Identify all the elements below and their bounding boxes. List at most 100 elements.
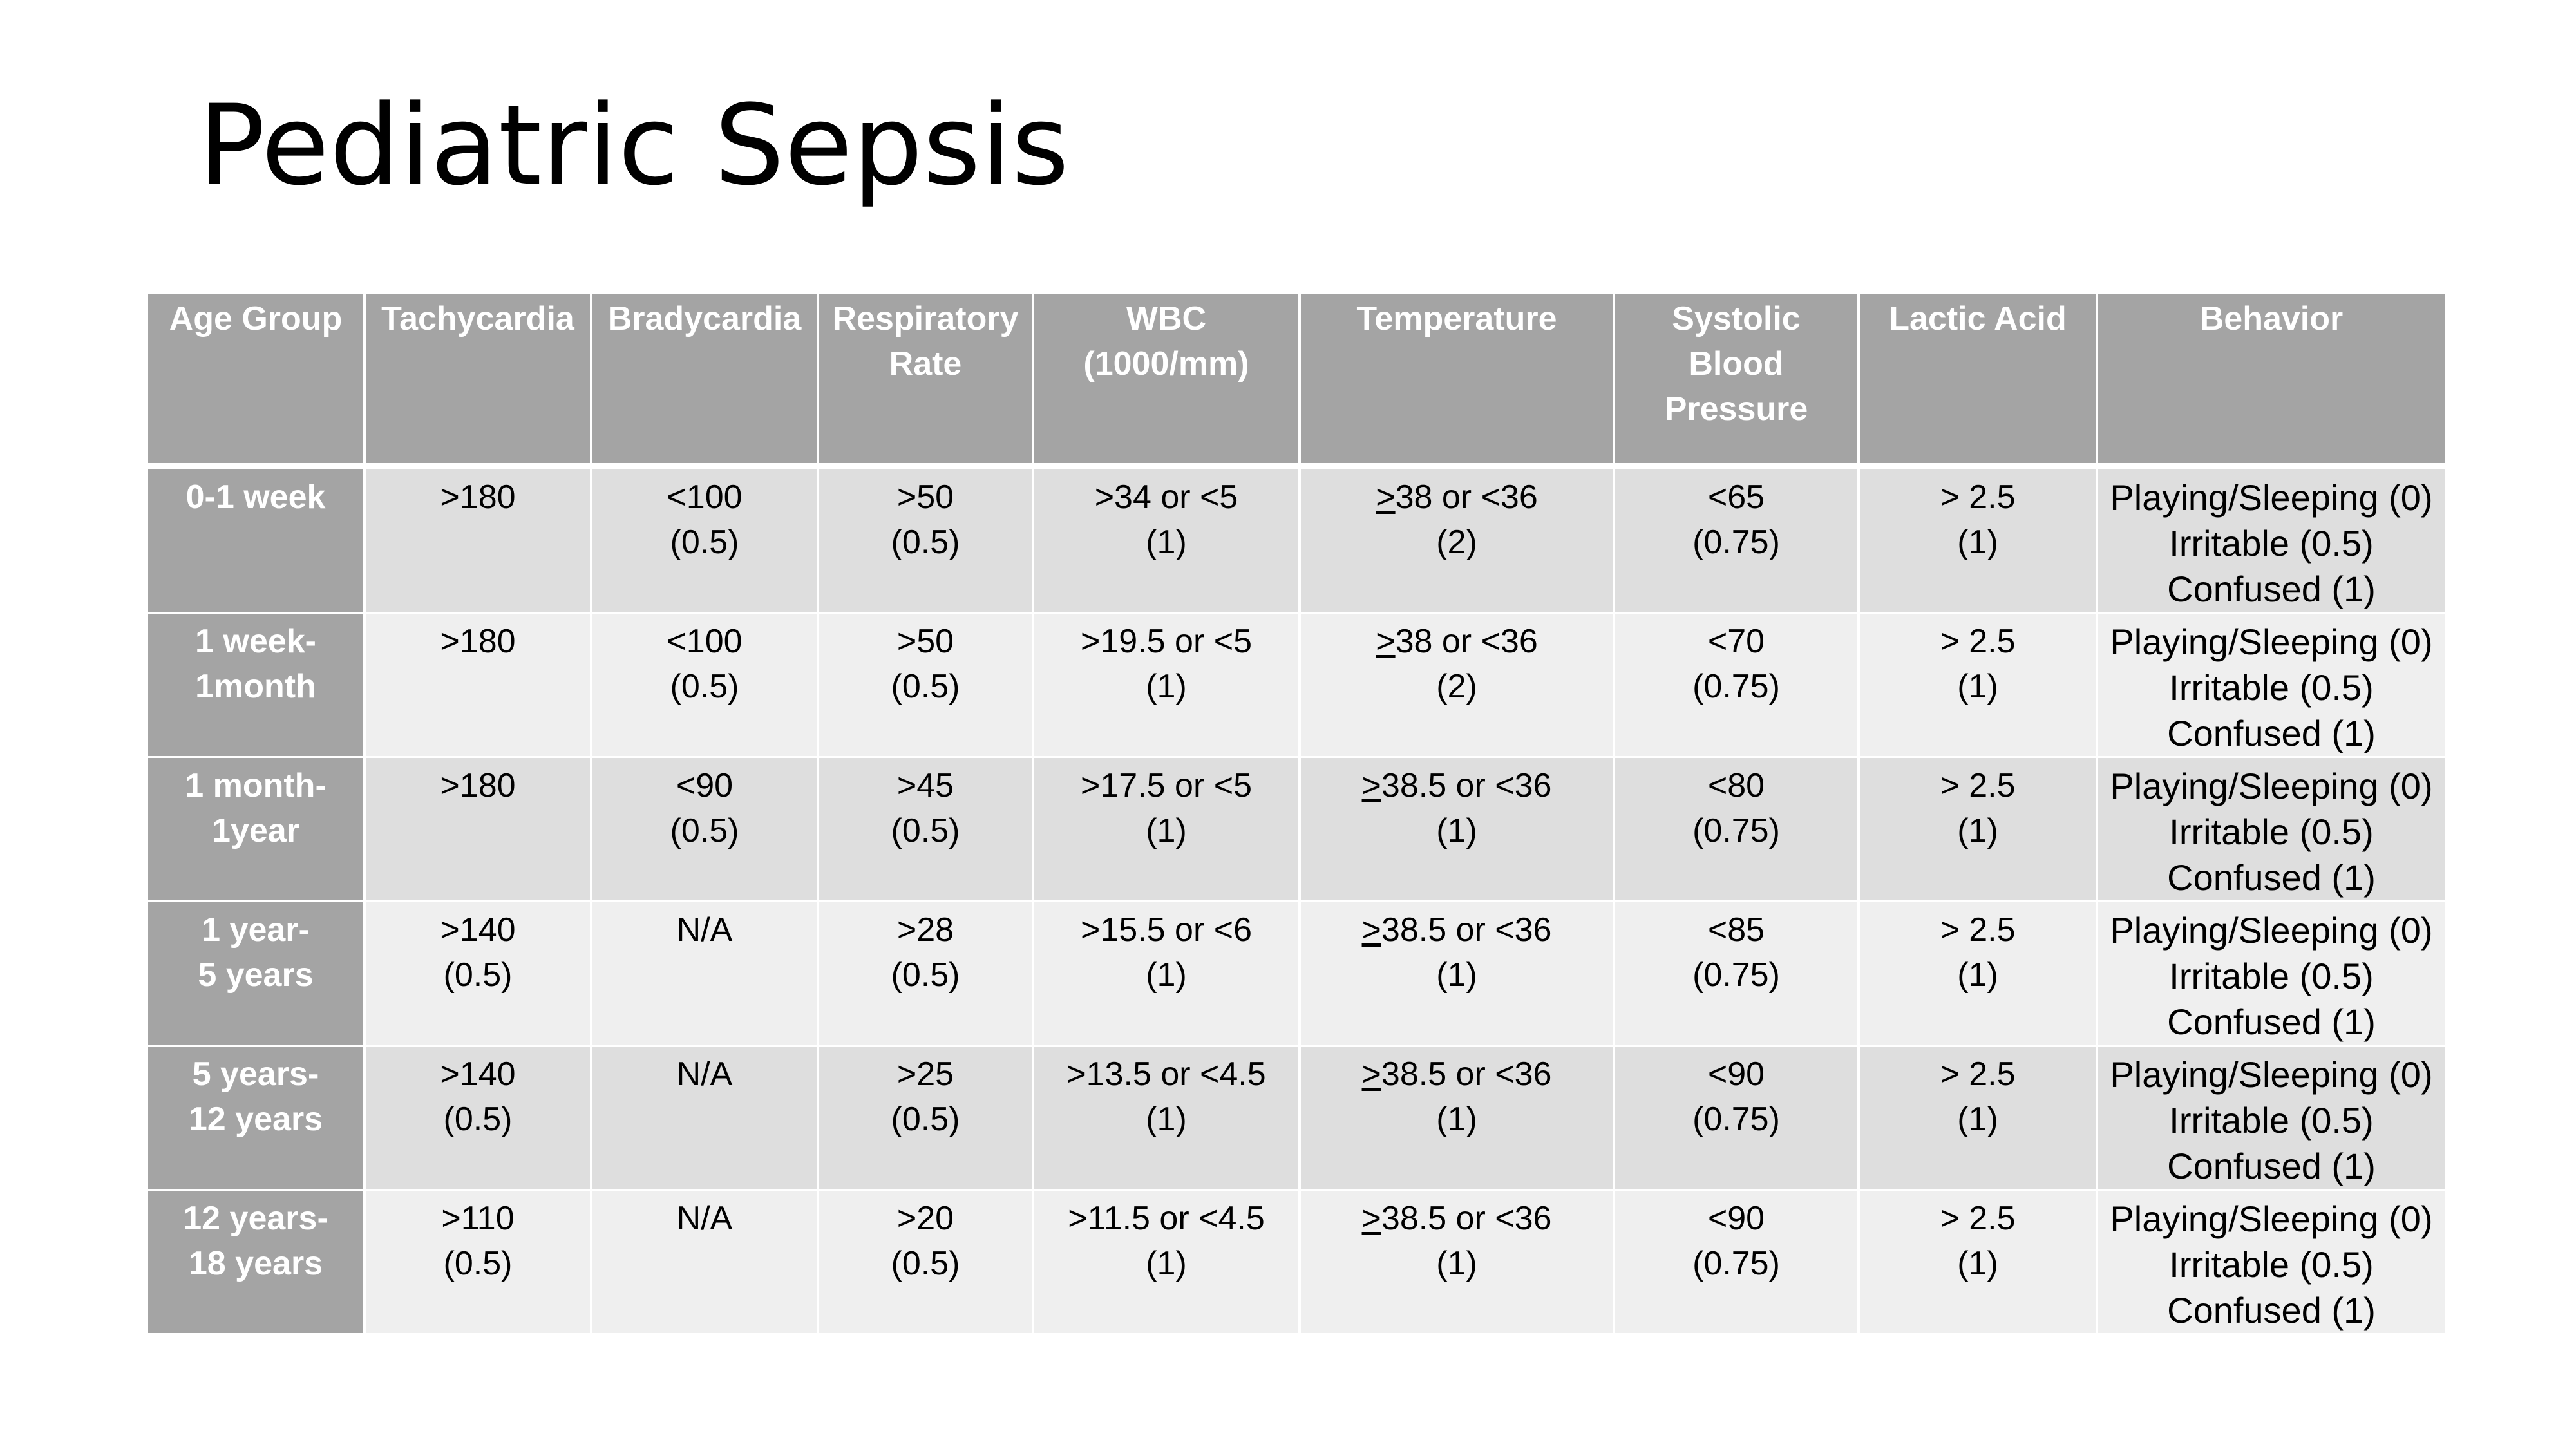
- column-header-tachycardia: Tachycardia: [365, 294, 592, 466]
- cell-line: > 2.5: [1940, 478, 2016, 516]
- table-row: 1 month- 1year >180 <90 (0.5) >45 (0.5) >17.5 o…: [148, 757, 2445, 902]
- cell-behavior: Playing/Sleeping (0) Irritable (0.5) Confu…: [2097, 612, 2445, 758]
- cell-systolic-bp: <85 (0.75): [1614, 901, 1860, 1046]
- temperature-value: 38.5 or <36: [1381, 767, 1552, 804]
- cell-line: (0.5): [891, 1245, 960, 1282]
- cell-line: >180: [440, 478, 516, 516]
- cell-line: Playing/Sleeping (0): [2110, 477, 2433, 518]
- cell-tachycardia: >180: [365, 612, 592, 758]
- cell-behavior: Playing/Sleeping (0) Irritable (0.5) Confu…: [2097, 901, 2445, 1046]
- cell-line: (1): [1146, 1245, 1187, 1282]
- cell-line: <70: [1707, 623, 1765, 660]
- cell-line: >50: [896, 478, 954, 516]
- cell-temperature: >38.5 or <36 (1): [1300, 1045, 1615, 1191]
- cell-line: Confused (1): [2167, 569, 2376, 609]
- cell-line: >34 or <5: [1094, 478, 1238, 516]
- cell-line: Playing/Sleeping (0): [2110, 1198, 2433, 1239]
- greater-equal-mark: >: [1376, 623, 1396, 660]
- cell-tachycardia: >110 (0.5): [365, 1189, 592, 1335]
- cell-line: (0.5): [443, 956, 513, 994]
- cell-line: (0.75): [1692, 1101, 1780, 1138]
- cell-line: (0.75): [1692, 524, 1780, 561]
- temperature-score: (1): [1436, 1245, 1477, 1282]
- cell-line: (1): [1146, 812, 1187, 849]
- cell-line: 5 years: [198, 956, 314, 994]
- cell-line: (0.5): [891, 812, 960, 849]
- column-header-label: Respiratory: [832, 300, 1019, 337]
- cell-line: Playing/Sleeping (0): [2110, 910, 2433, 951]
- column-header-temperature: Temperature: [1300, 294, 1615, 466]
- temperature-score: (1): [1436, 956, 1477, 994]
- column-header-respiratory-rate: Respiratory Rate: [818, 294, 1034, 466]
- cell-lactic-acid: > 2.5 (1): [1859, 463, 2098, 614]
- cell-lactic-acid: > 2.5 (1): [1859, 1045, 2098, 1191]
- table-row: 1 week- 1month >180 <100 (0.5) >50 (0.5) >19.5 …: [148, 612, 2445, 758]
- cell-line: <65: [1707, 478, 1765, 516]
- cell-line: >13.5 or <4.5: [1066, 1056, 1266, 1093]
- cell-age-group: 1 year- 5 years: [148, 901, 366, 1046]
- table-row: 1 year- 5 years >140 (0.5) N/A >28 (0.5) >15.5 …: [148, 901, 2445, 1046]
- cell-line: (1): [1957, 668, 1998, 705]
- cell-line: Confused (1): [2167, 1290, 2376, 1331]
- cell-line: N/A: [676, 1056, 733, 1093]
- column-header-label: (1000/mm): [1083, 345, 1249, 383]
- temperature-value: 38.5 or <36: [1381, 1056, 1552, 1093]
- cell-line: <90: [1707, 1056, 1765, 1093]
- column-header-age-group: Age Group: [148, 294, 366, 466]
- cell-line: >20: [896, 1200, 954, 1237]
- cell-respiratory-rate: >28 (0.5): [818, 901, 1034, 1046]
- column-header-label: Temperature: [1356, 300, 1557, 337]
- temperature-value: 38.5 or <36: [1381, 911, 1552, 949]
- cell-line: >50: [896, 623, 954, 660]
- temperature-score: (2): [1436, 668, 1477, 705]
- cell-age-group: 5 years- 12 years: [148, 1045, 366, 1191]
- cell-line: >11.5 or <4.5: [1068, 1200, 1265, 1237]
- cell-line: > 2.5: [1940, 623, 2016, 660]
- temperature-value: 38.5 or <36: [1381, 1200, 1552, 1237]
- cell-line: 1year: [212, 812, 299, 849]
- cell-line: >15.5 or <6: [1081, 911, 1252, 949]
- cell-behavior: Playing/Sleeping (0) Irritable (0.5) Confu…: [2097, 463, 2445, 614]
- cell-line: >180: [440, 767, 516, 804]
- cell-line: <80: [1707, 767, 1765, 804]
- column-header-label: Behavior: [2199, 300, 2344, 337]
- temperature-threshold: >38 or <36: [1309, 619, 1605, 664]
- cell-systolic-bp: <80 (0.75): [1614, 757, 1860, 902]
- cell-line: (0.75): [1692, 668, 1780, 705]
- column-header-label: Age Group: [169, 300, 343, 337]
- cell-temperature: >38 or <36 (2): [1300, 463, 1615, 614]
- cell-age-group: 1 week- 1month: [148, 612, 366, 758]
- column-header-bradycardia: Bradycardia: [591, 294, 819, 466]
- cell-line: 5 years-: [192, 1056, 319, 1093]
- cell-line: > 2.5: [1940, 1056, 2016, 1093]
- cell-line: (1): [1146, 1101, 1187, 1138]
- cell-tachycardia: >140 (0.5): [365, 901, 592, 1046]
- temperature-threshold: >38.5 or <36: [1309, 1196, 1605, 1241]
- cell-line: 1 week-: [195, 623, 316, 660]
- cell-respiratory-rate: >25 (0.5): [818, 1045, 1034, 1191]
- cell-line: (1): [1957, 956, 1998, 994]
- column-header-behavior: Behavior: [2097, 294, 2445, 466]
- cell-line: 0-1 week: [185, 478, 326, 516]
- cell-temperature: >38 or <36 (2): [1300, 612, 1615, 758]
- cell-line: (0.5): [670, 668, 739, 705]
- cell-bradycardia: <100 (0.5): [591, 463, 819, 614]
- cell-line: (0.5): [443, 1245, 513, 1282]
- cell-line: Confused (1): [2167, 857, 2376, 898]
- cell-wbc: >17.5 or <5 (1): [1033, 757, 1301, 902]
- cell-line: (1): [1146, 524, 1187, 561]
- cell-line: >19.5 or <5: [1081, 623, 1252, 660]
- cell-line: Irritable (0.5): [2169, 523, 2374, 564]
- table-row: 12 years- 18 years >110 (0.5) N/A >20 (0.5) >11…: [148, 1189, 2445, 1335]
- column-header-label: Lactic Acid: [1889, 300, 2067, 337]
- cell-line: <85: [1707, 911, 1765, 949]
- greater-equal-mark: >: [1361, 767, 1381, 804]
- sepsis-criteria-table: Age Group Tachycardia Bradycardia Respirato…: [148, 294, 2445, 1335]
- cell-line: > 2.5: [1940, 911, 2016, 949]
- cell-line: Irritable (0.5): [2169, 1244, 2374, 1285]
- column-header-label: WBC: [1126, 300, 1207, 337]
- cell-line: 12 years: [188, 1101, 323, 1138]
- cell-line: >28: [896, 911, 954, 949]
- cell-line: N/A: [676, 1200, 733, 1237]
- column-header-label: Pressure: [1664, 390, 1808, 428]
